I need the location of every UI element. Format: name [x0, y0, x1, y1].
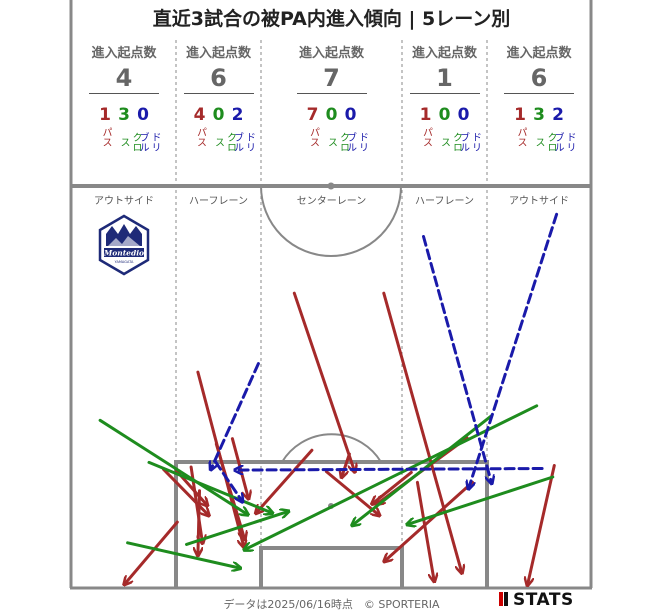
lane-header-label: 進入起点数 [91, 46, 157, 61]
lane-total: 1 [436, 64, 453, 92]
lane-breakdown-center: 7 パス 0 クロス 0 ドリブル [262, 105, 401, 152]
lane-name-half-right: ハーフレーン [415, 196, 474, 207]
stats-logo-text: STATS [513, 590, 574, 610]
cross-label: クロス [325, 131, 349, 152]
pass-label: パス [515, 127, 526, 147]
entry-arrow-dribble [214, 460, 243, 502]
entry-arrow-pass [324, 470, 379, 516]
pass-count: 1 [514, 105, 526, 125]
entry-arrow-cross [126, 541, 240, 568]
footer-credit: データは2025/06/16時点 © SPORTERIA [223, 598, 440, 611]
lane-header-half-left: 進入起点数 6 [177, 42, 260, 94]
dribble-label: ドリブル [344, 131, 368, 152]
cross-count: 3 [118, 105, 130, 125]
lane-name-center: センターレーン [296, 196, 367, 207]
lane-breakdown-half-left: 4 パス 0 クロス 2 ドリブル [177, 105, 260, 152]
entry-arrow-pass [385, 480, 474, 561]
cross-label: クロス [533, 131, 556, 152]
center-spot [327, 182, 335, 190]
pass-count: 1 [99, 105, 111, 125]
lane-header-outside-right: 進入起点数 6 [488, 42, 590, 94]
entry-arrow-dribble [235, 469, 544, 471]
lane-header-center: 進入起点数 7 [262, 42, 401, 94]
entry-arrow-cross [98, 418, 248, 514]
entry-arrow-cross [147, 460, 272, 513]
entry-arrow-dribble [422, 235, 492, 484]
lane-breakdown-half-right: 1 パス 0 クロス 0 ドリブル [403, 105, 486, 152]
dribble-label: ドリブル [137, 131, 160, 152]
lane-breakdown-outside-left: 1 パス 3 クロス 0 ドリブル [74, 105, 174, 152]
entry-arrow-pass [198, 489, 200, 555]
team-logo-text: Montedio [103, 249, 144, 258]
pass-label: パス [100, 127, 111, 147]
lane-name-half-left: ハーフレーン [189, 196, 248, 207]
entry-arrow-pass [256, 448, 314, 513]
cross-count: 0 [438, 105, 451, 125]
cross-label: クロス [212, 131, 236, 152]
montedio-crest-icon: Montedio YAMAGATA [98, 214, 150, 276]
lane-total: 4 [115, 64, 133, 92]
lane-name-outside-left: アウトサイド [94, 196, 154, 207]
dribble-label: ドリブル [552, 131, 575, 152]
entry-arrow-pass [125, 520, 179, 584]
pass-count: 4 [193, 105, 206, 125]
lane-header-half-right: 進入起点数 1 [403, 42, 486, 94]
entry-arrow-pass [372, 470, 413, 503]
lane-total: 7 [323, 64, 340, 92]
cross-label: クロス [118, 131, 141, 152]
goal-area [259, 546, 404, 588]
dribble-count: 2 [552, 105, 564, 125]
entry-arrow-pass [415, 480, 434, 581]
penalty-area [174, 460, 489, 588]
cross-label: クロス [438, 131, 462, 152]
entry-arrow-cross [408, 475, 555, 524]
lane-breakdown-outside-right: 1 パス 3 クロス 2 ドリブル [488, 105, 590, 152]
entry-arrow-pass [342, 452, 351, 477]
lane-header-label: 進入起点数 [185, 46, 251, 61]
pass-count: 1 [419, 105, 432, 125]
team-logo-sub: YAMAGATA [115, 260, 134, 264]
lane-header-label: 進入起点数 [298, 46, 364, 61]
lane-header-outside-left: 進入起点数 4 [74, 42, 174, 94]
lane-header-label: 進入起点数 [506, 46, 572, 61]
lane-total: 6 [530, 64, 548, 92]
chart-title: 直近3試合の被PA内進入傾向 | 5レーン別 [152, 8, 511, 30]
entry-arrow-pass [292, 291, 354, 471]
pass-label: パス [307, 127, 319, 147]
dribble-label: ドリブル [457, 131, 481, 152]
lane-header-label: 進入起点数 [411, 46, 477, 61]
center-circle [260, 185, 402, 257]
dribble-label: ドリブル [231, 131, 255, 152]
dribble-count: 0 [344, 105, 357, 125]
entry-arrow-dribble [469, 212, 559, 488]
lane-total: 6 [210, 64, 227, 92]
cross-count: 0 [325, 105, 338, 125]
entry-arrow-dribble [211, 362, 260, 470]
entry-arrow-pass [162, 467, 209, 515]
dribble-count: 0 [457, 105, 470, 125]
arrows-layer [98, 212, 559, 585]
penalty-arc [281, 433, 382, 463]
pass-label: パス [194, 127, 206, 147]
pass-label: パス [420, 127, 432, 147]
pass-count: 7 [306, 105, 319, 125]
entry-arrow-pass [382, 291, 462, 573]
dribble-count: 2 [231, 105, 244, 125]
cross-count: 0 [212, 105, 225, 125]
entry-arrow-pass [214, 442, 244, 539]
cross-count: 3 [533, 105, 545, 125]
entry-arrow-pass [528, 464, 556, 585]
lane-name-outside-right: アウトサイド [509, 196, 569, 207]
dribble-count: 0 [137, 105, 149, 125]
stats-logo: STATS [499, 590, 574, 610]
entry-arrow-cross [185, 511, 289, 546]
